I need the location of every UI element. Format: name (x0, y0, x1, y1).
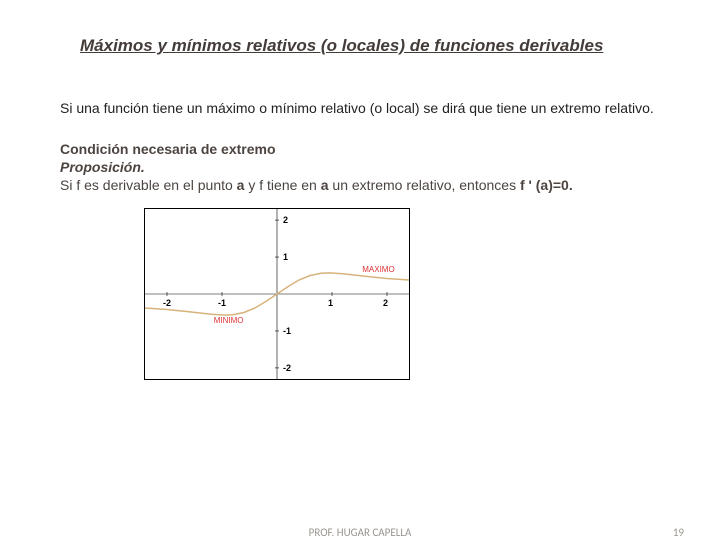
chart-container: -2 -1 1 2 -2 -1 1 2 MAXIMO MINIMO (144, 208, 660, 380)
proposition-text-2: y f tiene en (244, 177, 320, 193)
proposition-block: Condición necesaria de extremo Proposici… (60, 140, 660, 195)
svg-text:-1: -1 (218, 298, 226, 308)
point-a-2: a (321, 177, 329, 193)
svg-text:-1: -1 (283, 326, 291, 336)
footer-author: PROF. HUGAR CAPELLA (309, 526, 412, 539)
svg-text:2: 2 (383, 298, 388, 308)
function-chart: -2 -1 1 2 -2 -1 1 2 MAXIMO MINIMO (145, 209, 409, 379)
svg-text:1: 1 (328, 298, 333, 308)
proposition-text-1: Si f es derivable en el punto (60, 177, 237, 193)
chart-frame: -2 -1 1 2 -2 -1 1 2 MAXIMO MINIMO (144, 208, 410, 380)
slide-title: Máximos y mínimos relativos (o locales) … (80, 36, 660, 56)
svg-text:2: 2 (283, 215, 288, 225)
svg-text:1: 1 (283, 252, 288, 262)
proposition-text-3: un extremo relativo, entonces (329, 177, 520, 193)
slide: Máximos y mínimos relativos (o locales) … (0, 0, 720, 540)
svg-text:MAXIMO: MAXIMO (362, 265, 394, 274)
proposition-label: Proposición. (60, 159, 145, 175)
svg-text:-2: -2 (163, 298, 171, 308)
footer-page-number: 19 (673, 526, 684, 539)
intro-paragraph: Si una función tiene un máximo o mínimo … (60, 100, 660, 118)
svg-text:-2: -2 (283, 363, 291, 373)
condition-heading: Condición necesaria de extremo (60, 141, 276, 157)
proposition-conclusion: f ' (a)=0. (520, 177, 573, 193)
svg-text:MINIMO: MINIMO (214, 316, 244, 325)
